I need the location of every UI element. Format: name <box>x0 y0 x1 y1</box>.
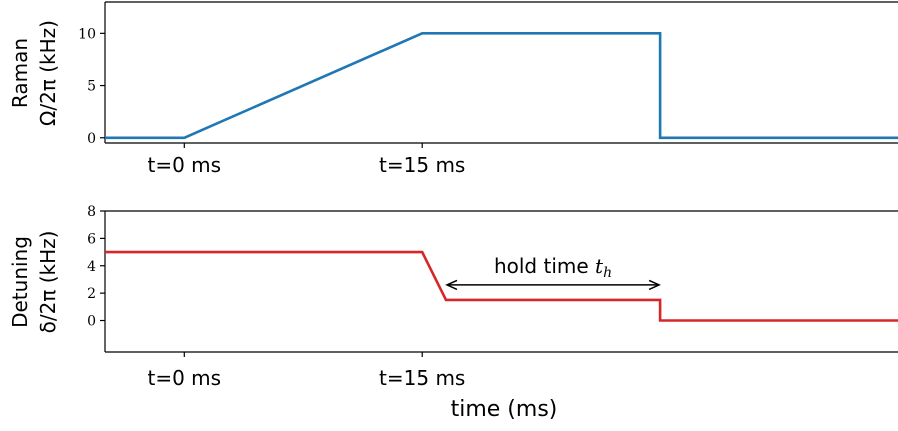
raman-ytick-label: 0 <box>87 131 96 147</box>
detuning-ylabel-line1: Detuning <box>8 236 32 328</box>
raman-series-line <box>105 32 898 140</box>
hold-time-label: hold time th <box>494 254 612 281</box>
raman-ytick-label: 5 <box>87 79 96 95</box>
raman-ylabel-line2: Ω/2π (kHz) <box>36 20 60 126</box>
detuning-ytick-label: 8 <box>87 204 96 220</box>
hold-time-arrow-right-head <box>648 279 661 291</box>
hold-time-annotation: hold time th <box>445 254 661 291</box>
detuning-ytick-label: 6 <box>87 231 96 247</box>
raman-y-ticks: 0 5 10 <box>78 26 105 147</box>
raman-time-marker-label: t=15 ms <box>379 153 465 177</box>
detuning-ytick-label: 0 <box>87 314 96 330</box>
x-axis-label: time (ms) <box>451 397 558 422</box>
detuning-axes-frame <box>104 210 898 353</box>
detuning-series <box>105 250 898 322</box>
detuning-y-ticks: 0 2 4 6 8 <box>87 204 105 330</box>
detuning-ytick-label: 2 <box>87 286 96 302</box>
detuning-ytick-label: 4 <box>87 259 96 275</box>
detuning-panel: 0 2 4 6 8 t=0 ms t=15 ms hold time th Detunin… <box>8 204 898 422</box>
raman-ytick-label: 10 <box>78 26 96 42</box>
hold-time-arrow-left-head <box>445 279 458 291</box>
raman-ylabel-line1: Raman <box>8 38 32 108</box>
raman-panel: 0 5 10 t=0 ms t=15 ms Raman Ω/2π (kHz) <box>8 1 898 177</box>
raman-time-marker-label: t=0 ms <box>148 153 222 177</box>
detuning-time-marker-label: t=15 ms <box>379 366 465 390</box>
raman-x-markers: t=0 ms t=15 ms <box>148 143 465 177</box>
detuning-series-line <box>105 250 898 322</box>
detuning-ylabel-line2: δ/2π (kHz) <box>36 231 60 334</box>
raman-series <box>105 32 898 140</box>
detuning-time-marker-label: t=0 ms <box>148 366 222 390</box>
raman-axes-frame <box>104 1 898 144</box>
detuning-x-markers: t=0 ms t=15 ms <box>148 352 465 390</box>
